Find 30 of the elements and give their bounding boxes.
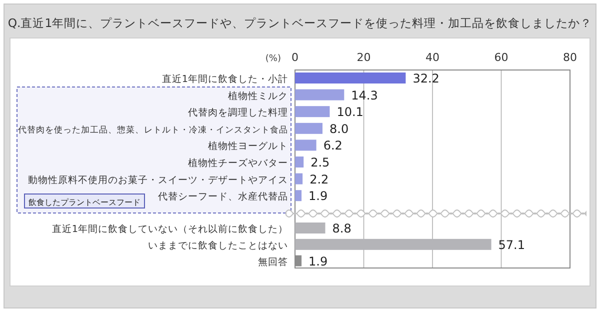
y-tick-label: 動物性原料不使用のお菓子・スイーツ・デザートやアイス <box>28 174 288 186</box>
data-label: 1.9 <box>308 254 328 268</box>
y-tick-label: 代替肉を使った加工品、惣菜、レトルト・冷凍・インスタント食品 <box>17 124 288 136</box>
data-label: 2.2 <box>310 172 329 186</box>
data-label: 57.1 <box>498 238 525 252</box>
y-tick-label: 直近1年間に飲食した・小計 <box>162 73 288 85</box>
x-tick-label: 0 <box>292 51 298 64</box>
y-tick-label: 植物性ヨーグルト <box>208 140 288 152</box>
data-label: 14.3 <box>351 88 378 102</box>
x-tick-label: 20 <box>356 51 371 64</box>
y-tick-label: 代替肉を調理した料理 <box>187 106 288 119</box>
y-tick-label: 植物性チーズやバター <box>188 157 288 169</box>
y-tick-label: 植物性ミルク <box>228 90 288 102</box>
data-label: 8.8 <box>332 222 352 236</box>
y-tick-label: いままでに飲食したことはない <box>148 239 288 252</box>
chart-title: Q.直近1年間に、プラントベースフードや、プラントベースフードを使った料理・加工品を飲食しましたか？ <box>8 16 592 30</box>
x-tick-label: 80 <box>563 51 577 64</box>
text: 飲食したプラントベースフード <box>28 197 140 207</box>
y-tick-label: 直近1年間に飲食していない（それ以前に飲食した） <box>52 223 288 235</box>
data-label: 32.2 <box>412 72 440 86</box>
data-label: 2.5 <box>310 156 330 170</box>
data-label: 8.0 <box>330 122 349 136</box>
data-label: 10.1 <box>336 105 364 120</box>
y-tick-label: 無回答 <box>258 256 288 268</box>
text: (%) <box>265 54 281 64</box>
data-label: 6.2 <box>323 138 342 153</box>
x-tick-label: 40 <box>426 51 440 64</box>
x-tick-label: 60 <box>494 51 508 64</box>
y-tick-label: 代替シーフード、水産代替品 <box>157 190 288 203</box>
data-label: 1.9 <box>308 189 328 204</box>
